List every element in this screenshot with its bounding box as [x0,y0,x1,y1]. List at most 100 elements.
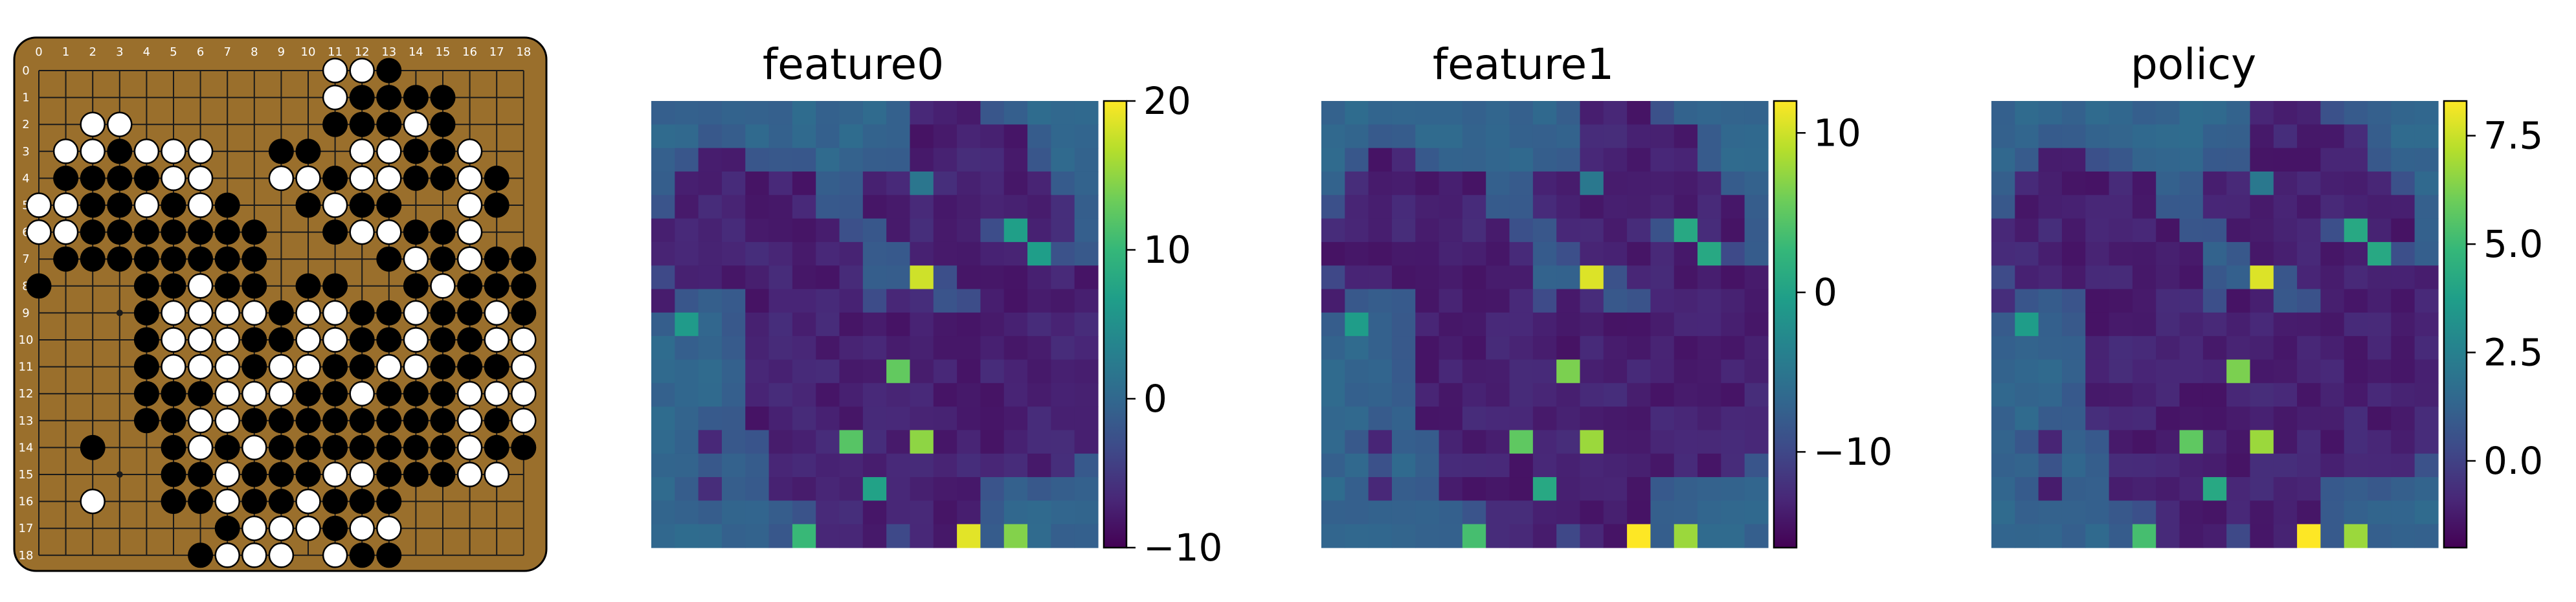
heatmap-cell [1345,218,1369,243]
black-stone [107,219,133,245]
heatmap-cell [2202,101,2227,125]
heatmap-cell [1674,148,1698,172]
heatmap-cell [839,336,864,361]
column-label: 1 [62,45,69,59]
heatmap-cell [910,453,934,478]
black-stone [349,192,375,218]
heatmap-cell [1486,171,1510,195]
heatmap-cell [1415,453,1440,478]
heatmap-panel-feature1: feature1 10 0 −10 [1321,39,1892,549]
heatmap-cell [1368,101,1393,125]
heatmap-cell [1603,407,1628,431]
heatmap-cell [2368,500,2391,525]
heatmap-cell [862,430,887,454]
heatmap-cell [2297,171,2322,195]
heatmap-cell [886,265,911,290]
black-stone [241,354,267,380]
heatmap-cell [2273,453,2298,478]
heatmap-cell [1074,407,1099,431]
black-stone [188,246,214,272]
black-stone [133,354,159,380]
heatmap-cell [2320,500,2345,525]
heatmap-cell [2085,453,2110,478]
panel-title-policy: policy [2131,39,2256,89]
heatmap-cell [2202,218,2227,243]
heatmap-cell [1074,524,1099,548]
heatmap-cell [2132,407,2156,431]
heatmap-cell [886,218,911,243]
heatmap-cell [1697,218,1721,243]
heatmap-cell [1462,241,1486,266]
white-stone [322,462,348,487]
heatmap-cell [957,124,981,149]
black-stone [403,408,429,434]
black-stone [484,273,510,299]
heatmap-cell [910,124,934,149]
heatmap-cell [2320,407,2345,431]
heatmap-cell [933,383,958,407]
black-stone [188,489,214,515]
heatmap-cell [1674,500,1698,525]
heatmap-cell [2226,124,2251,149]
heatmap-cell [886,101,911,125]
heatmap-cell [1627,171,1652,195]
heatmap-cell [2179,500,2204,525]
heatmap-cell [2344,359,2368,384]
heatmap-cell [957,148,981,172]
heatmap-cell [957,430,981,454]
heatmap-cell [862,407,887,431]
black-stone [322,354,348,380]
black-stone [376,434,402,460]
heatmap-cell [816,124,840,149]
heatmap-cell [862,124,887,149]
heatmap-cell [1509,336,1534,361]
colorbar-tick-label: 0 [1813,271,1837,315]
heatmap-cell [1674,171,1698,195]
heatmap-cell [1486,101,1510,125]
heatmap-cell [1345,500,1369,525]
heatmap-cell [768,524,793,548]
white-stone [241,542,267,568]
heatmap-cell [2250,101,2274,125]
heatmap-cell [1051,500,1075,525]
heatmap-cell [1321,312,1345,337]
colorbar-gradient [2443,100,2468,549]
black-stone [430,462,456,487]
heatmap-cell [1368,383,1393,407]
heatmap-cell [745,500,770,525]
heatmap-cell [721,101,746,125]
heatmap-cell [768,101,793,125]
heatmap-cell [2226,312,2251,337]
heatmap-cell [651,407,675,431]
white-stone [456,139,483,164]
go-board: 0 1 2 3 4 5 6 7 8 9 10 11 12 13 14 15 16 17 18012345678910… [13,36,548,572]
heatmap-cell [2320,383,2345,407]
black-stone [349,354,375,380]
heatmap-cell [2085,241,2110,266]
heatmap-cell [2414,383,2439,407]
heatmap-cell [721,383,746,407]
heatmap-cell [2344,171,2368,195]
heatmap-cell [1391,359,1416,384]
white-stone [376,219,402,245]
heatmap-cell [1697,430,1721,454]
heatmap-cell [745,101,770,125]
row-label: 2 [22,118,29,131]
heatmap-cell [1744,124,1769,149]
heatmap-cell [980,383,1005,407]
heatmap-cell [980,289,1005,313]
heatmap-cell [1391,477,1416,501]
heatmap-cell [675,477,699,501]
heatmap-cell [1391,101,1416,125]
black-stone [107,192,133,218]
heatmap-cell [675,124,699,149]
heatmap-cell [2085,171,2110,195]
heatmap-cell [2344,101,2368,125]
heatmap-cell [886,195,911,219]
heatmap-cell [651,524,675,548]
heatmap-cell [2414,218,2439,243]
heatmap-cell [698,359,722,384]
heatmap-cell [957,101,981,125]
heatmap-cell [1580,500,1604,525]
white-stone [241,515,267,541]
